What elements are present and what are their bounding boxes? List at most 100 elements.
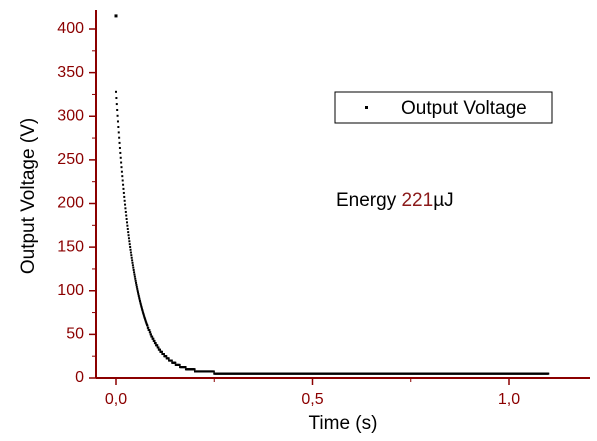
data-point <box>121 175 124 178</box>
data-point <box>134 277 137 280</box>
data-point <box>119 156 122 159</box>
data-point <box>142 314 145 317</box>
data-point <box>122 191 125 194</box>
data-point <box>124 207 127 210</box>
data-point <box>139 301 142 304</box>
data-point <box>159 348 162 351</box>
data-point <box>129 248 132 251</box>
data-point <box>167 357 170 360</box>
data-point <box>119 151 122 154</box>
data-point <box>116 108 119 111</box>
y-tick-label: 250 <box>57 151 84 168</box>
data-point <box>140 304 143 307</box>
data-point <box>151 335 154 338</box>
data-point <box>120 161 123 164</box>
data-point <box>144 320 147 323</box>
legend-label: Output Voltage <box>401 98 527 119</box>
data-point <box>133 275 136 278</box>
data-point <box>149 331 152 334</box>
data-point <box>170 359 173 362</box>
legend: Output Voltage <box>334 91 553 124</box>
data-point <box>126 227 129 230</box>
data-point <box>162 353 165 356</box>
data-point <box>136 289 139 292</box>
data-point <box>129 251 132 254</box>
data-point <box>134 279 137 282</box>
data-point <box>123 199 126 202</box>
data-point <box>137 293 140 296</box>
data-point <box>143 315 146 318</box>
data-point <box>154 342 157 345</box>
data-point <box>146 324 149 327</box>
data-point <box>141 309 144 312</box>
data-point <box>127 234 130 237</box>
data-point <box>118 136 121 139</box>
data-point <box>114 14 118 18</box>
data-point <box>123 195 126 198</box>
data-point <box>174 361 177 364</box>
data-point <box>160 350 163 353</box>
data-point <box>153 339 156 342</box>
data-point <box>133 271 136 274</box>
data-point <box>120 170 123 173</box>
x-ticks: 0,0 0,5 1,0 <box>105 378 520 408</box>
data-point <box>127 231 130 234</box>
data-point <box>131 261 134 264</box>
y-tick-label: 150 <box>57 238 84 255</box>
data-point <box>130 254 133 257</box>
data-point <box>116 114 119 117</box>
data-points <box>114 14 550 375</box>
data-point <box>178 363 181 366</box>
data-point <box>121 179 124 182</box>
data-point <box>142 311 145 314</box>
data-point <box>137 291 140 294</box>
data-point <box>125 217 128 220</box>
data-point <box>147 326 150 329</box>
x-tick-label: 0,0 <box>105 391 127 408</box>
data-point <box>145 321 148 324</box>
data-point <box>126 221 129 224</box>
data-point <box>128 240 131 243</box>
data-point <box>130 256 133 259</box>
data-point <box>124 210 127 213</box>
x-axis-title: Time (s) <box>309 413 378 434</box>
data-point <box>116 120 119 123</box>
data-point <box>149 333 152 336</box>
y-ticks: 0 50 100 150 200 250 300 350 400 <box>57 20 96 386</box>
data-point <box>152 337 155 340</box>
data-point <box>156 344 159 347</box>
data-point <box>142 313 145 316</box>
x-tick-label: 1,0 <box>498 391 520 408</box>
energy-annotation: Energy 221µJ <box>336 190 454 211</box>
data-point <box>125 214 128 217</box>
data-point <box>129 246 132 249</box>
data-point <box>128 243 131 246</box>
data-point <box>118 141 121 144</box>
energy-prefix: Energy <box>336 190 401 211</box>
y-tick-label: 300 <box>57 107 84 124</box>
data-point <box>184 366 187 369</box>
y-tick-label: 100 <box>57 282 84 299</box>
data-point <box>131 264 134 267</box>
data-point <box>137 294 140 297</box>
energy-unit: µJ <box>433 190 453 211</box>
y-tick-label: 200 <box>57 195 84 212</box>
data-point <box>138 299 141 302</box>
data-point <box>117 125 120 128</box>
data-point <box>122 187 125 190</box>
y-tick-label: 400 <box>57 20 84 37</box>
data-point <box>133 273 136 276</box>
data-point <box>120 166 123 169</box>
data-point <box>165 355 168 358</box>
data-point <box>547 372 550 375</box>
data-point <box>135 281 138 284</box>
y-axis-title: Output Voltage (V) <box>18 118 39 274</box>
data-point <box>135 283 138 286</box>
data-point <box>124 203 127 206</box>
data-point <box>117 131 120 134</box>
y-tick-label: 350 <box>57 64 84 81</box>
x-tick-label: 0,5 <box>301 391 323 408</box>
data-point <box>140 306 143 309</box>
data-point <box>139 303 142 306</box>
